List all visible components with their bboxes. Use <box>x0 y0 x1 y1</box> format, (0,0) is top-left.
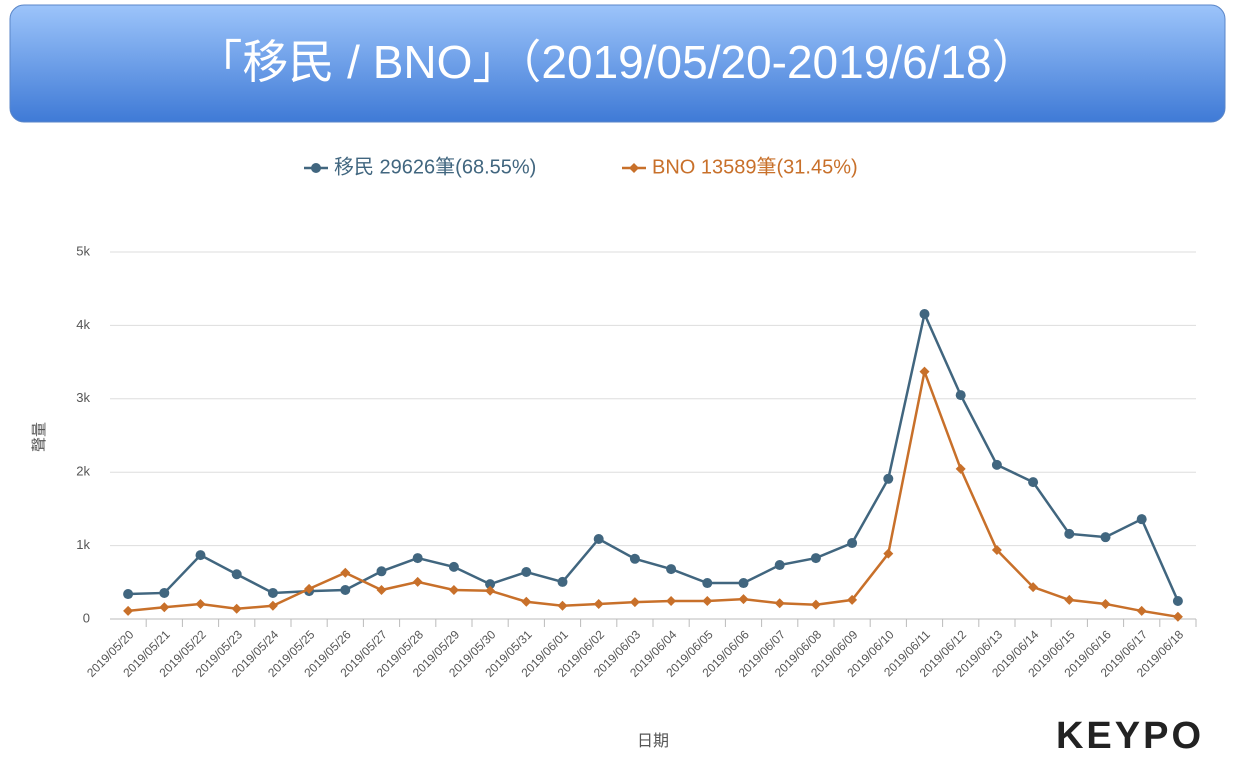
y-tick-label: 5k <box>76 243 90 258</box>
point <box>267 587 278 598</box>
point <box>376 566 387 577</box>
series-line <box>128 310 1180 602</box>
point <box>666 564 677 575</box>
point <box>702 596 713 607</box>
point <box>774 560 785 571</box>
point <box>1136 605 1147 616</box>
point <box>412 553 423 564</box>
y-tick-label: 4k <box>76 317 90 332</box>
y-tick-label: 1k <box>76 537 90 552</box>
point <box>666 596 677 607</box>
point <box>919 309 930 320</box>
series-line <box>127 367 1179 619</box>
y-tick-label: 0 <box>83 610 90 625</box>
point <box>919 366 930 377</box>
point <box>810 599 821 610</box>
point <box>738 594 749 605</box>
legend-label: 移民 29626筆(68.55%) <box>334 155 536 178</box>
title-banner <box>9 4 1226 123</box>
point <box>593 533 604 544</box>
point <box>955 463 966 474</box>
point <box>448 585 459 596</box>
title: 「移民 / BNO」（2019/05/20-2019/6/18） <box>196 36 1037 88</box>
logo: KEYPO <box>1056 715 1204 757</box>
legend-marker <box>311 163 321 173</box>
point <box>810 553 821 564</box>
point <box>991 545 1002 556</box>
point <box>738 578 749 589</box>
point <box>629 597 640 608</box>
point <box>883 548 894 559</box>
point <box>1064 528 1075 539</box>
point <box>557 600 568 611</box>
point <box>883 473 894 484</box>
point <box>1028 582 1039 593</box>
point <box>195 598 206 609</box>
point <box>485 579 496 590</box>
point <box>231 569 242 580</box>
point <box>1028 477 1039 488</box>
point <box>123 589 134 600</box>
point <box>304 583 315 594</box>
legend-label: BNO 13589筆(31.45%) <box>652 155 858 178</box>
point <box>159 602 170 613</box>
point <box>123 605 134 616</box>
point <box>847 538 858 549</box>
point <box>231 603 242 614</box>
point <box>1136 514 1147 525</box>
point <box>159 587 170 598</box>
point <box>629 553 640 564</box>
point <box>1100 532 1111 543</box>
point <box>521 596 532 607</box>
y-axis-title: 聲量 <box>31 422 48 452</box>
point <box>991 459 1002 470</box>
point <box>340 585 351 596</box>
point <box>1064 594 1075 605</box>
y-tick-label: 3k <box>76 390 90 405</box>
point <box>340 567 351 578</box>
point <box>521 567 532 578</box>
point <box>774 598 785 609</box>
point <box>412 576 423 587</box>
point <box>1172 596 1183 607</box>
legend-marker <box>629 163 639 173</box>
point <box>1100 598 1111 609</box>
point <box>195 550 206 561</box>
point <box>702 578 713 589</box>
point <box>955 390 966 401</box>
point <box>593 598 604 609</box>
y-tick-label: 2k <box>76 464 90 479</box>
point <box>557 576 568 587</box>
point <box>485 585 496 596</box>
x-axis-title: 日期 <box>637 732 669 750</box>
point <box>267 600 278 611</box>
point <box>376 585 387 596</box>
point <box>1172 611 1183 622</box>
point <box>448 561 459 572</box>
point <box>847 594 858 605</box>
